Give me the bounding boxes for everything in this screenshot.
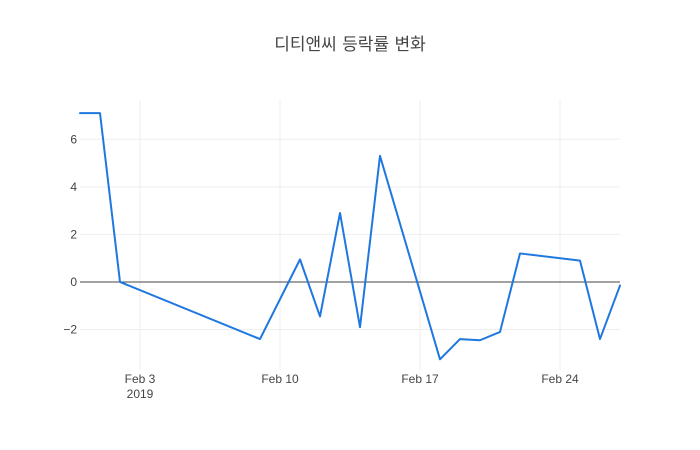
series-layer — [79, 112, 621, 361]
series-line — [79, 112, 621, 361]
x-tick-sublabel: 2019 — [127, 387, 154, 401]
y-tick-label: 0 — [70, 275, 77, 289]
y-tick-label: −2 — [63, 323, 77, 337]
y-tick-label: 2 — [70, 227, 77, 241]
x-tick-label: Feb 3 — [125, 372, 156, 386]
chart-title: 디티앤씨 등락률 변화 — [274, 35, 426, 55]
x-tick-label: Feb 10 — [261, 372, 299, 386]
y-axis-ticks: −2 0 2 4 6 — [63, 132, 77, 336]
y-tick-label: 4 — [70, 180, 77, 194]
x-tick-label: Feb 24 — [541, 372, 579, 386]
x-tick-label: Feb 17 — [401, 372, 439, 386]
y-tick-label: 6 — [70, 132, 77, 146]
grid — [80, 100, 620, 370]
